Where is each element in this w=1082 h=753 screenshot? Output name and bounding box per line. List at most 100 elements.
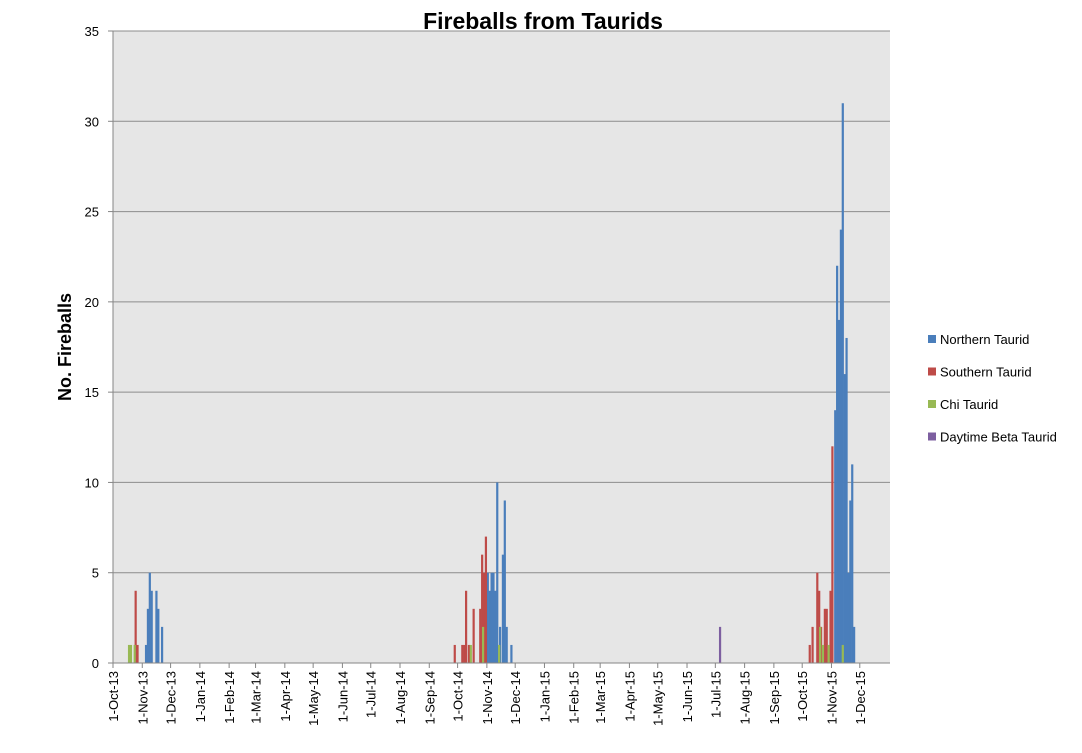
x-tick-label: 1-Sep-14: [422, 671, 437, 724]
legend-label: Southern Taurid: [940, 365, 1032, 380]
y-axis-label: No. Fireballs: [55, 293, 75, 401]
x-tick-label: 1-Apr-14: [278, 671, 293, 722]
bar: [144, 644, 148, 663]
x-tick-label: 1-Mar-15: [593, 671, 608, 724]
bar: [494, 590, 497, 663]
bar: [827, 644, 830, 663]
x-tick-label: 1-Nov-14: [480, 671, 495, 724]
bar: [841, 103, 844, 663]
bar: [841, 644, 844, 663]
bar: [503, 500, 506, 663]
legend-swatch: [928, 400, 936, 408]
x-tick-label: 1-Feb-15: [567, 671, 582, 724]
bar: [146, 608, 150, 663]
bar: [150, 590, 153, 663]
y-tick-label: 10: [85, 475, 99, 490]
bar: [482, 572, 486, 663]
bar: [825, 608, 828, 663]
bar: [831, 446, 834, 663]
x-tick-label: 1-May-15: [651, 671, 666, 726]
bar: [819, 626, 822, 663]
bar: [467, 644, 471, 663]
x-tick-label: 1-Jan-14: [193, 671, 208, 722]
bar: [837, 319, 841, 663]
bar: [845, 337, 848, 663]
bar: [481, 554, 484, 663]
bar: [136, 644, 139, 663]
bar: [811, 626, 814, 663]
x-tick-label: 1-Jan-15: [537, 671, 552, 722]
y-tick-label: 5: [92, 566, 99, 581]
legend-swatch: [928, 335, 936, 343]
bar: [853, 626, 856, 663]
bar: [453, 644, 456, 663]
bar: [464, 590, 468, 663]
bar: [821, 644, 825, 663]
x-tick-label: 1-Sep-15: [767, 671, 782, 724]
bar: [849, 500, 852, 663]
x-tick-label: 1-Feb-14: [222, 671, 237, 724]
x-tick-label: 1-Dec-14: [508, 671, 523, 724]
x-tick-label: 1-Oct-14: [451, 671, 466, 722]
legend-label: Chi Taurid: [940, 397, 998, 412]
x-tick-label: 1-Jul-15: [708, 671, 723, 718]
bar: [496, 482, 499, 663]
x-tick-label: 1-Dec-13: [164, 671, 179, 724]
bar: [843, 374, 846, 663]
bar: [472, 608, 475, 663]
bar: [816, 572, 819, 663]
x-tick-label: 1-Jun-15: [680, 671, 695, 722]
bar: [847, 572, 850, 663]
legend-label: Northern Taurid: [940, 332, 1029, 347]
bar: [157, 608, 160, 663]
legend-swatch: [928, 367, 936, 376]
bar: [484, 536, 488, 663]
x-tick-label: 1-Aug-14: [393, 671, 408, 724]
bar: [823, 608, 826, 663]
y-tick-label: 30: [85, 114, 99, 129]
bar: [155, 590, 158, 663]
bar: [851, 464, 854, 663]
x-tick-label: 1-Oct-13: [106, 671, 121, 722]
bar: [481, 626, 485, 663]
bar: [479, 608, 482, 663]
legend-swatch: [928, 432, 936, 441]
bar: [829, 590, 832, 663]
bar: [134, 590, 137, 663]
y-tick-label: 25: [85, 205, 99, 220]
chart-title: Fireballs from Taurids: [423, 8, 663, 34]
plot-area: [113, 31, 890, 663]
y-tick-label: 20: [85, 295, 99, 310]
x-tick-label: 1-Dec-15: [853, 671, 868, 724]
x-tick-label: 1-Nov-15: [824, 671, 839, 724]
bar: [133, 644, 136, 663]
bar: [148, 572, 151, 663]
bar: [505, 626, 508, 663]
x-tick-label: 1-Jun-14: [335, 671, 350, 722]
legend-label: Daytime Beta Taurid: [940, 430, 1057, 445]
bar: [836, 265, 839, 663]
x-tick-label: 1-Aug-15: [738, 671, 753, 724]
x-tick-label: 1-Oct-15: [795, 671, 810, 722]
y-tick-label: 15: [85, 385, 99, 400]
bar: [718, 626, 722, 663]
x-tick-label: 1-Jul-14: [364, 671, 379, 718]
bar: [492, 572, 495, 663]
y-tick-label: 35: [85, 24, 99, 39]
bar: [501, 554, 505, 663]
bar: [160, 626, 164, 663]
bar: [510, 644, 513, 663]
y-tick-label: 0: [92, 656, 99, 671]
x-tick-label: 1-Nov-13: [135, 671, 150, 724]
bar: [486, 572, 489, 663]
x-tick-label: 1-Apr-15: [622, 671, 637, 722]
bar: [490, 572, 493, 663]
bar: [834, 410, 837, 663]
x-tick-label: 1-Mar-14: [249, 671, 264, 724]
bar: [461, 644, 464, 663]
bar: [808, 644, 811, 663]
bar: [488, 590, 491, 663]
bar: [498, 644, 501, 663]
